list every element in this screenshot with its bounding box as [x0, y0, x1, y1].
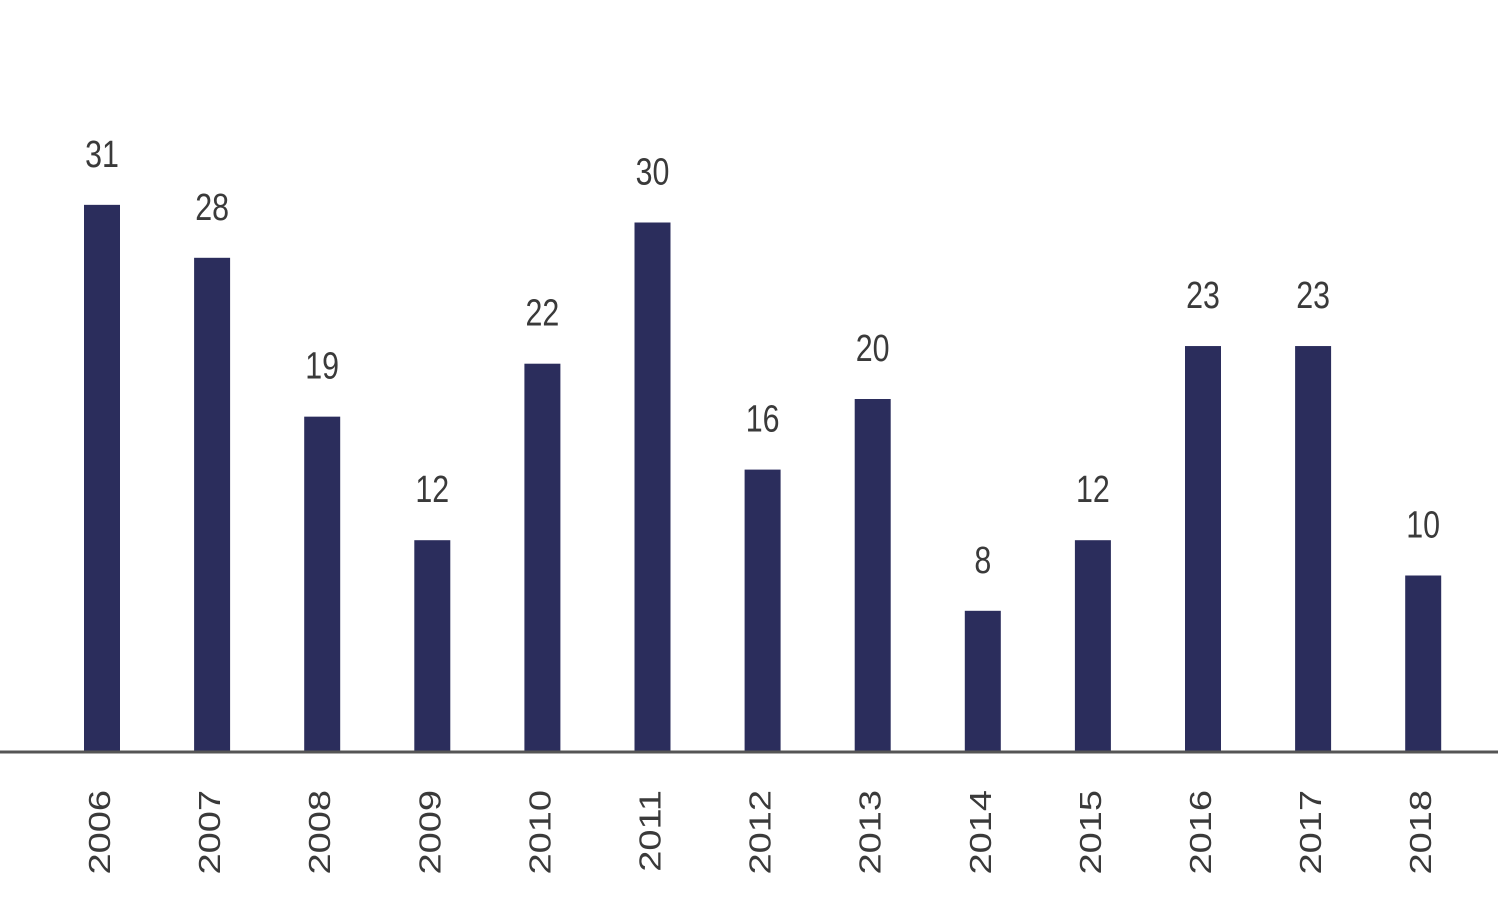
- bar: [964, 610, 1001, 752]
- bar: [84, 204, 120, 753]
- bar: [1074, 540, 1111, 752]
- value-label: 16: [746, 398, 780, 440]
- x-tick-label: 2010: [524, 790, 558, 875]
- x-tick-label: 2017: [1295, 790, 1329, 875]
- bar: [634, 222, 671, 752]
- bar: [414, 540, 451, 752]
- bar: [194, 257, 231, 752]
- x-tick-label: 2016: [1185, 790, 1219, 875]
- bar: [304, 416, 341, 752]
- value-label: 23: [1186, 275, 1220, 317]
- x-tick-label: 2012: [744, 790, 778, 875]
- value-label: 10: [1406, 504, 1440, 546]
- x-tick-label: 2011: [634, 790, 668, 872]
- bar: [1295, 346, 1332, 752]
- value-label: 12: [1076, 469, 1110, 511]
- x-tick-label: 2006: [84, 790, 118, 875]
- bar: [524, 363, 561, 752]
- value-label: 12: [415, 469, 449, 511]
- x-tick-label: 2008: [304, 790, 338, 875]
- x-tick-label: 2007: [194, 790, 228, 875]
- bar: [854, 399, 891, 752]
- value-label: 20: [856, 328, 890, 370]
- value-label: 28: [195, 187, 229, 229]
- value-label: 23: [1296, 275, 1330, 317]
- x-tick-label: 2013: [854, 790, 888, 875]
- bar: [1405, 575, 1442, 752]
- x-tick-label: 2014: [964, 790, 998, 875]
- bar: [744, 469, 781, 752]
- value-label: 31: [85, 134, 119, 176]
- value-label: 19: [305, 346, 339, 388]
- value-label: 8: [974, 540, 991, 582]
- value-label: 30: [636, 151, 670, 193]
- x-tick-label: 2015: [1074, 790, 1108, 875]
- value-label: 22: [525, 293, 559, 335]
- x-tick-label: 2009: [414, 790, 448, 875]
- bar: [1185, 346, 1221, 752]
- x-tick-label: 2018: [1405, 790, 1439, 875]
